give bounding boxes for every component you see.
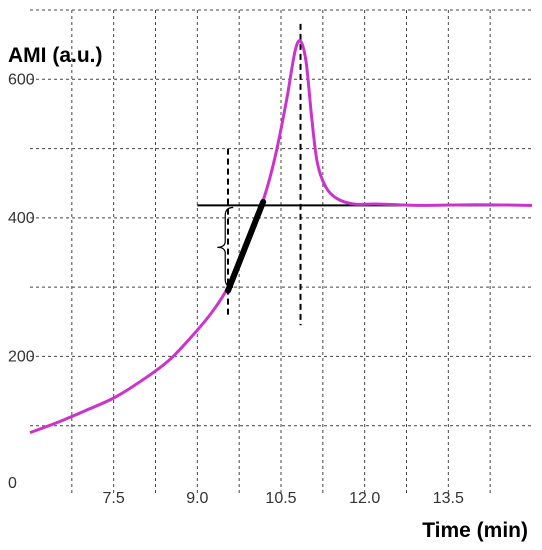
y-tick-label: 400 <box>8 210 35 227</box>
x-tick-label: 13.5 <box>433 490 464 507</box>
x-tick-label: 7.5 <box>103 490 125 507</box>
brace <box>217 206 234 288</box>
grid-lines <box>30 9 532 495</box>
x-tick-label: 12.0 <box>349 490 380 507</box>
x-tick-label: 9.0 <box>186 490 208 507</box>
tangent-line <box>225 198 267 294</box>
y-tick-label: 600 <box>8 71 35 88</box>
x-axis-label: Time (min) <box>422 519 528 542</box>
tick-labels: 7.5 9.0 10.5 12.0 13.5 0 200 400 600 <box>8 71 464 507</box>
y-axis-label: AMI (a.u.) <box>8 44 103 67</box>
series-line <box>29 39 533 435</box>
y-tick-label: 0 <box>8 475 17 492</box>
series-group <box>29 39 533 435</box>
x-tick-label: 10.5 <box>265 490 296 507</box>
y-tick-label: 200 <box>8 348 35 365</box>
